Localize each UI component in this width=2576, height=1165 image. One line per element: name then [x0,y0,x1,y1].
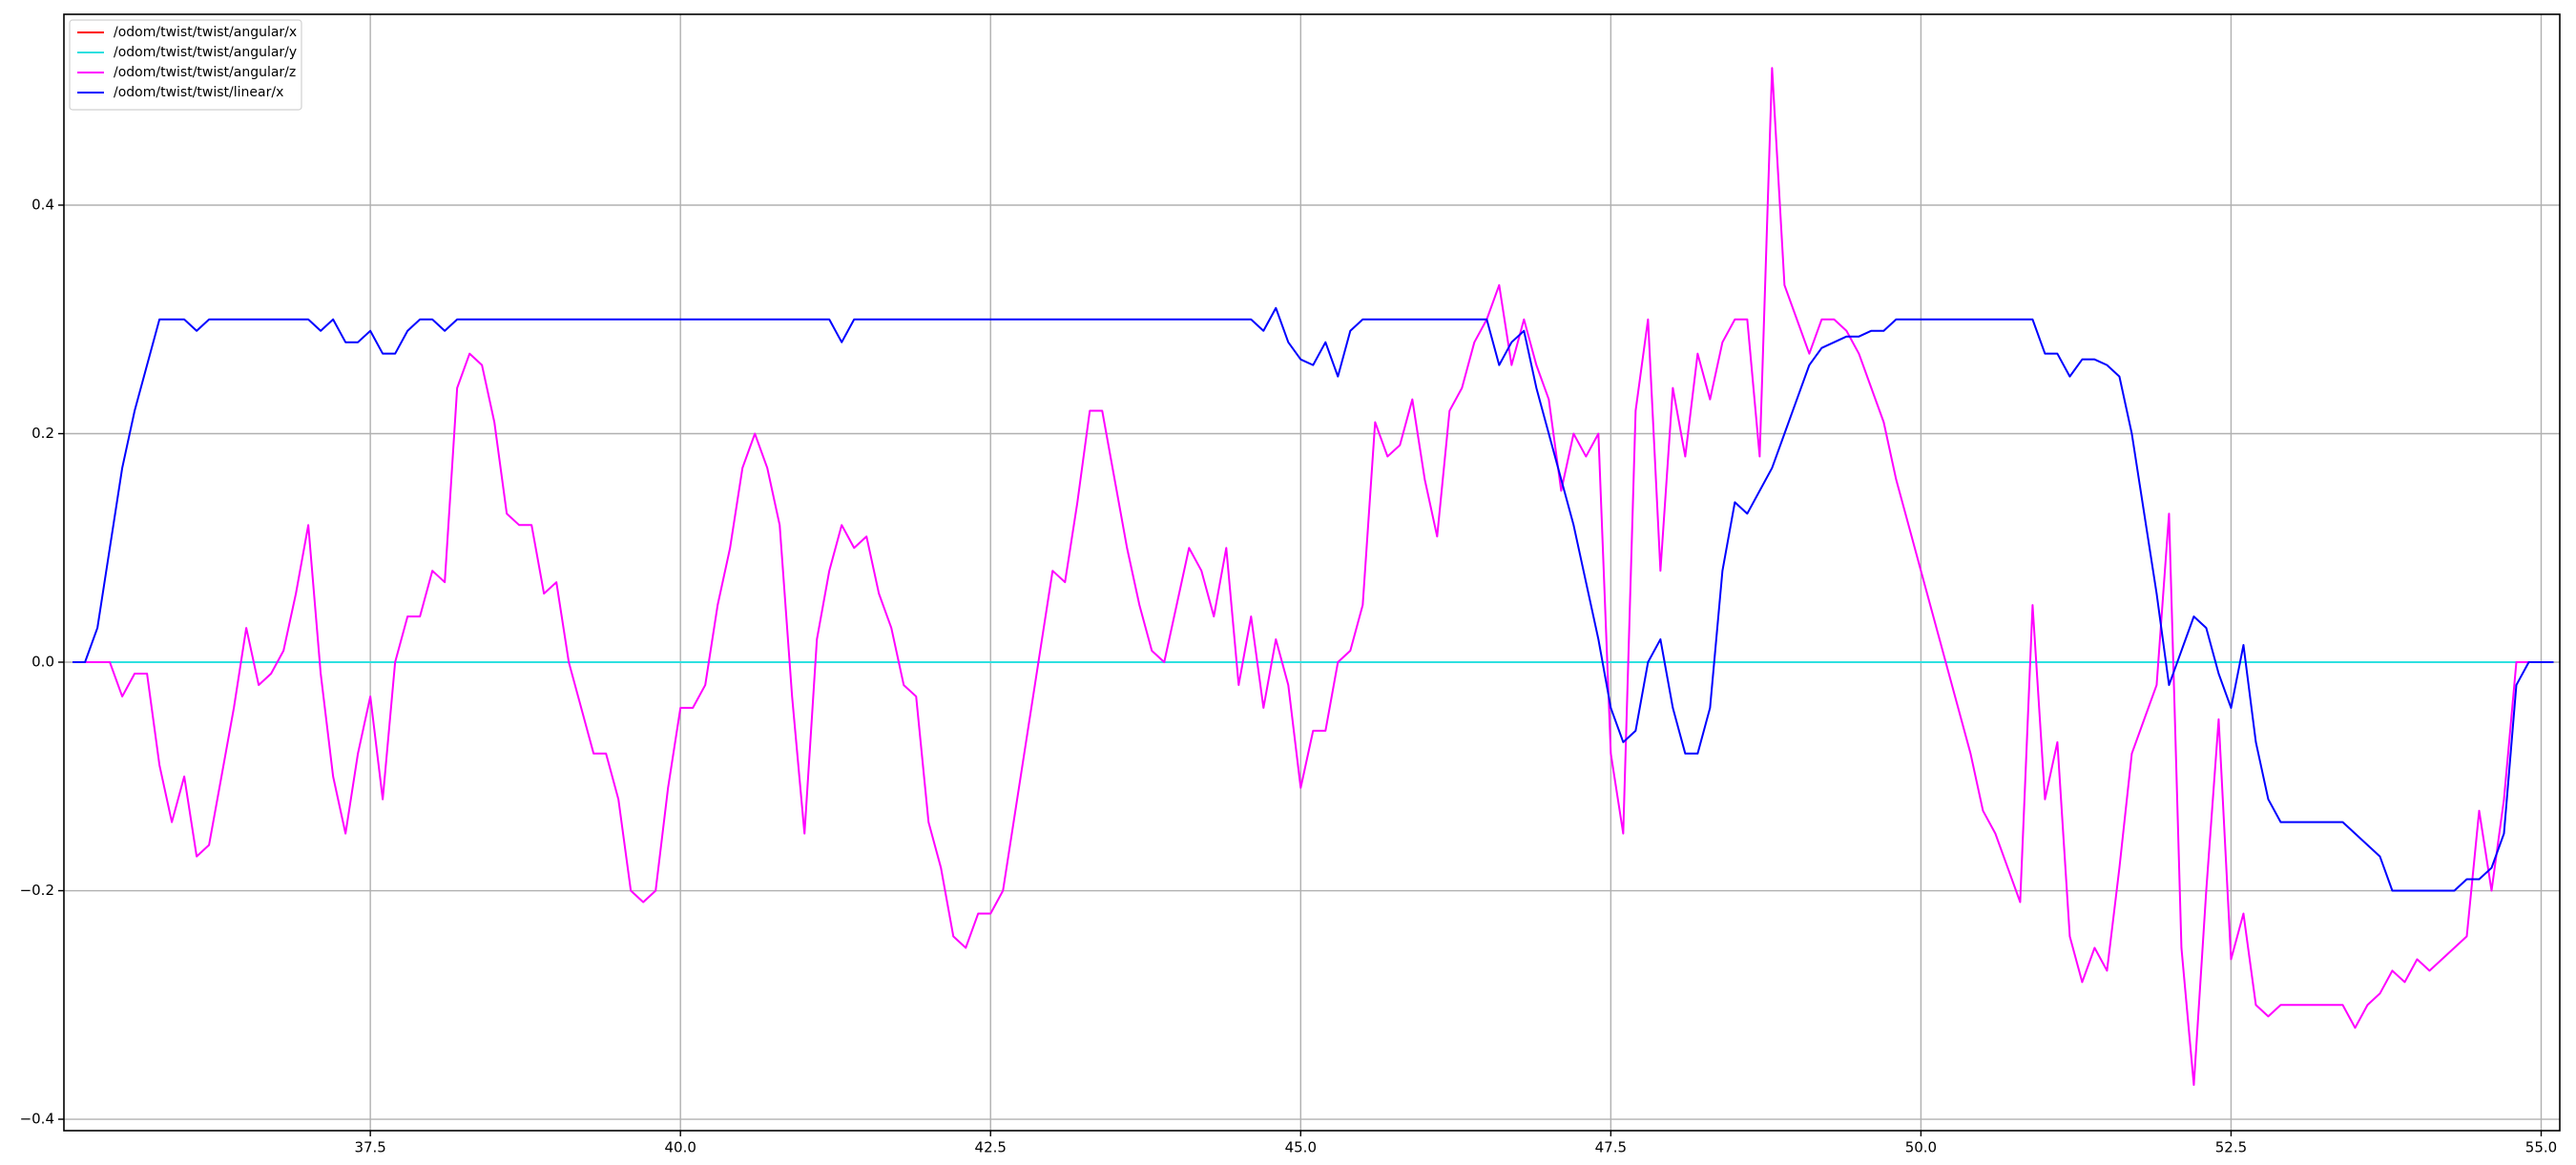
legend-label: /odom/twist/twist/angular/x [114,25,297,40]
line-series [73,306,2554,892]
x-tick-label: 50.0 [1905,1139,1937,1156]
x-tick-label: 37.5 [354,1139,385,1156]
y-tick-label: 0.0 [31,654,54,671]
plot-area [73,67,2554,1087]
y-tick-label: −0.4 [20,1111,54,1128]
x-tick-label: 45.0 [1285,1139,1317,1156]
y-tick-label: 0.4 [31,196,54,213]
x-tick-label: 42.5 [975,1139,1007,1156]
x-tick-label: 55.0 [2525,1139,2557,1156]
x-tick-label: 40.0 [664,1139,696,1156]
line-series [73,67,2554,1087]
x-tick-label: 47.5 [1595,1139,1627,1156]
legend-label: /odom/twist/twist/angular/z [114,65,296,80]
legend-label: /odom/twist/twist/angular/y [114,45,297,60]
y-tick-label: −0.2 [20,882,54,899]
legend-box [69,19,302,111]
y-tick-label: 0.2 [31,425,54,442]
plot-frame [63,13,2561,1132]
x-tick-label: 52.5 [2215,1139,2247,1156]
legend-label: /odom/twist/twist/linear/x [114,85,283,100]
